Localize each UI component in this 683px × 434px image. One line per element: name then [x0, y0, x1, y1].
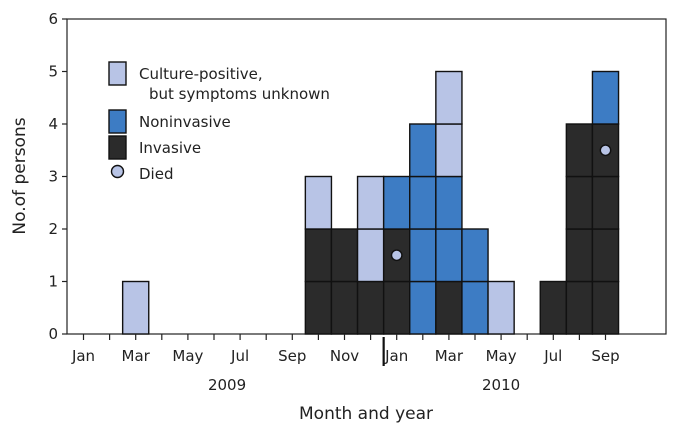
legend: Culture-positive, but symptoms unknown Non… — [108, 61, 330, 183]
bar-cell-culture — [356, 228, 385, 283]
x-tick-label: Jul — [230, 347, 249, 365]
legend-label-noninvasive: Noninvasive — [139, 113, 231, 131]
bar-cell-culture — [435, 123, 463, 178]
died-marker — [390, 249, 403, 262]
died-marker — [599, 144, 612, 157]
bar-cell-invasive — [356, 280, 385, 335]
bar-cell-noninvasive — [435, 175, 463, 230]
x-axis-title: Month and year — [299, 404, 433, 424]
year-label: 2009 — [208, 376, 246, 394]
x-tick-label: Jul — [543, 347, 562, 365]
x-tick-label: Sep — [278, 347, 306, 365]
legend-swatch-invasive — [108, 135, 127, 160]
x-tick-label: May — [486, 347, 517, 365]
bar-cell-invasive — [382, 280, 411, 335]
bar-cell-invasive — [565, 123, 594, 178]
bar-cell-noninvasive — [461, 280, 489, 335]
bar-cell-culture — [487, 280, 515, 335]
y-tick-label: 6 — [48, 10, 58, 28]
died-markers-layer — [390, 144, 612, 262]
x-tick-label: Mar — [122, 347, 151, 365]
y-tick-label: 1 — [48, 273, 58, 291]
bar-cell-culture — [304, 175, 333, 230]
bar-cell-invasive — [330, 228, 359, 283]
x-tick-label: Mar — [435, 347, 464, 365]
bar-cell-invasive — [591, 280, 620, 335]
legend-label-died: Died — [139, 165, 173, 183]
bar-cell-culture — [435, 70, 463, 125]
x-tick-label: Jan — [71, 347, 95, 365]
bar-cell-invasive — [539, 280, 568, 335]
bar-cell-culture — [121, 280, 150, 335]
y-tick-label: 2 — [48, 220, 58, 238]
y-axis: 0 1 2 3 4 5 6 — [48, 10, 67, 343]
bar-cell-invasive — [304, 228, 333, 283]
y-tick-label: 5 — [48, 63, 58, 81]
bar-cell-noninvasive — [409, 175, 437, 230]
bar-cell-invasive — [565, 228, 594, 283]
bar-cell-noninvasive — [382, 175, 411, 230]
bar-cell-invasive — [304, 280, 333, 335]
legend-swatch-noninvasive — [108, 109, 127, 134]
bar-cell-invasive — [565, 280, 594, 335]
y-tick-label: 3 — [48, 168, 58, 186]
legend-label-culture: Culture-positive, — [139, 65, 263, 83]
y-tick-label: 0 — [48, 325, 58, 343]
bar-cell-invasive — [330, 280, 359, 335]
y-axis-title: No.of persons — [10, 117, 30, 234]
bar-cell-noninvasive — [409, 123, 437, 178]
x-tick-label: Sep — [591, 347, 619, 365]
x-axis: Jan Mar May Jul Sep Nov Jan Mar May Jul Sep 2009 201… — [71, 334, 620, 394]
bar-cell-noninvasive — [409, 280, 437, 335]
bar-cell-invasive — [591, 228, 620, 283]
year-label: 2010 — [482, 376, 520, 394]
legend-label-culture: but symptoms unknown — [149, 85, 330, 103]
x-tick-label: Jan — [384, 347, 408, 365]
legend-label-invasive: Invasive — [139, 139, 201, 157]
x-tick-label: May — [172, 347, 203, 365]
bar-cell-invasive — [565, 175, 594, 230]
y-tick-label: 4 — [48, 115, 58, 133]
legend-swatch-died — [110, 164, 125, 179]
bars-layer — [121, 70, 620, 335]
bar-cell-invasive — [435, 280, 463, 335]
bar-cell-invasive — [591, 175, 620, 230]
bar-cell-noninvasive — [591, 70, 620, 125]
legend-swatch-culture — [108, 61, 127, 86]
bar-cell-culture — [356, 175, 385, 230]
bar-cell-noninvasive — [461, 228, 489, 283]
bar-cell-noninvasive — [435, 228, 463, 283]
x-tick-label: Nov — [330, 347, 359, 365]
bar-cell-noninvasive — [409, 228, 437, 283]
